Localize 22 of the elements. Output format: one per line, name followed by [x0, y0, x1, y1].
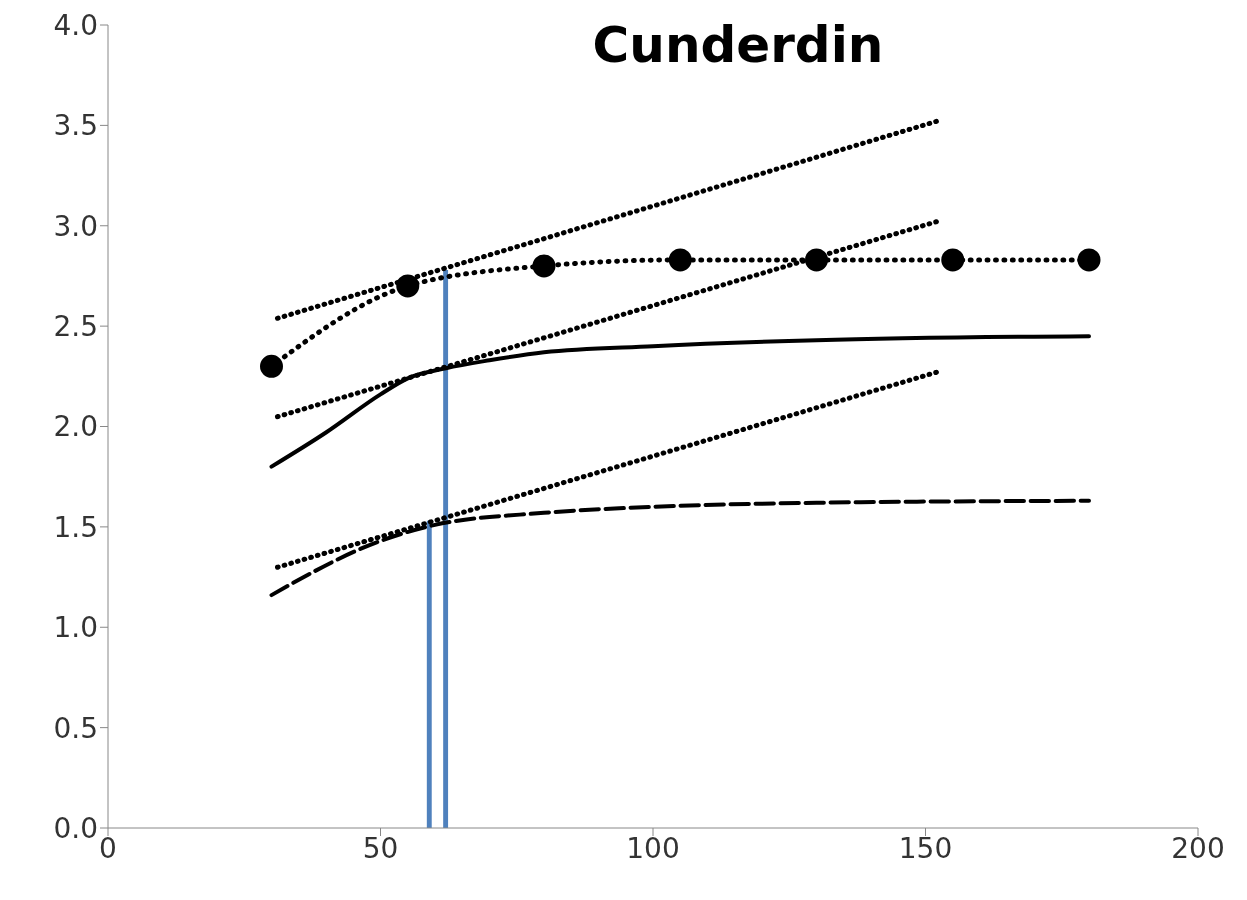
point	[396, 274, 420, 298]
point	[941, 248, 965, 272]
y-tick-label: 0.0	[53, 811, 98, 845]
chart-title: Cunderdin	[591, 16, 885, 74]
x-tick-label: 200	[1171, 831, 1225, 865]
point	[1077, 248, 1101, 272]
y-tick-label: 0.5	[53, 711, 98, 745]
y-tick-label: 4.0	[53, 8, 98, 42]
point	[805, 248, 828, 272]
y-tick-label: 3.0	[53, 209, 98, 243]
x-tick-label: 50	[362, 831, 399, 865]
x-tick-label: 100	[626, 831, 680, 865]
point	[260, 354, 283, 378]
point	[532, 254, 556, 278]
y-tick-label: 1.0	[53, 611, 98, 645]
y-tick-label: 1.5	[53, 510, 98, 544]
y-tick-label: 3.5	[53, 109, 98, 143]
y-tick-label: 2.5	[53, 310, 98, 344]
x-tick-label: 0	[99, 831, 117, 865]
y-tick-label: 2.0	[53, 410, 98, 444]
point	[668, 248, 692, 272]
x-tick-label: 150	[898, 831, 953, 865]
